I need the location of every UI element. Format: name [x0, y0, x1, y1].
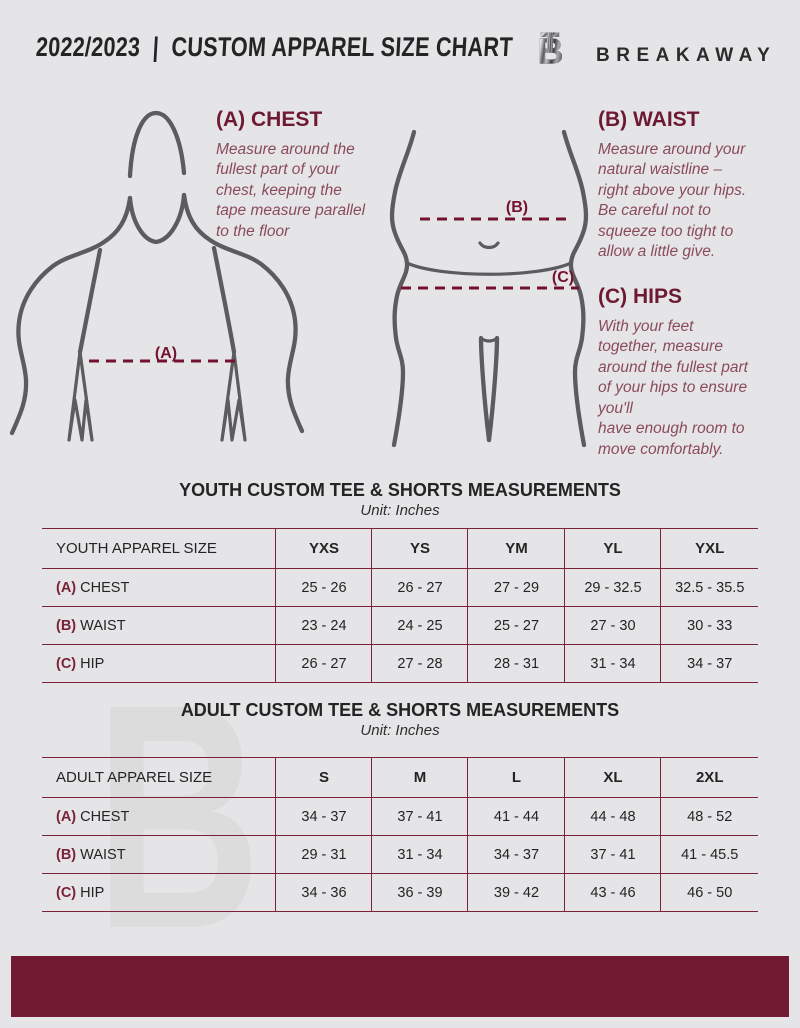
svg-text:(C): (C) [552, 269, 574, 286]
svg-text:(B): (B) [506, 199, 528, 216]
svg-text:(A): (A) [155, 345, 177, 362]
